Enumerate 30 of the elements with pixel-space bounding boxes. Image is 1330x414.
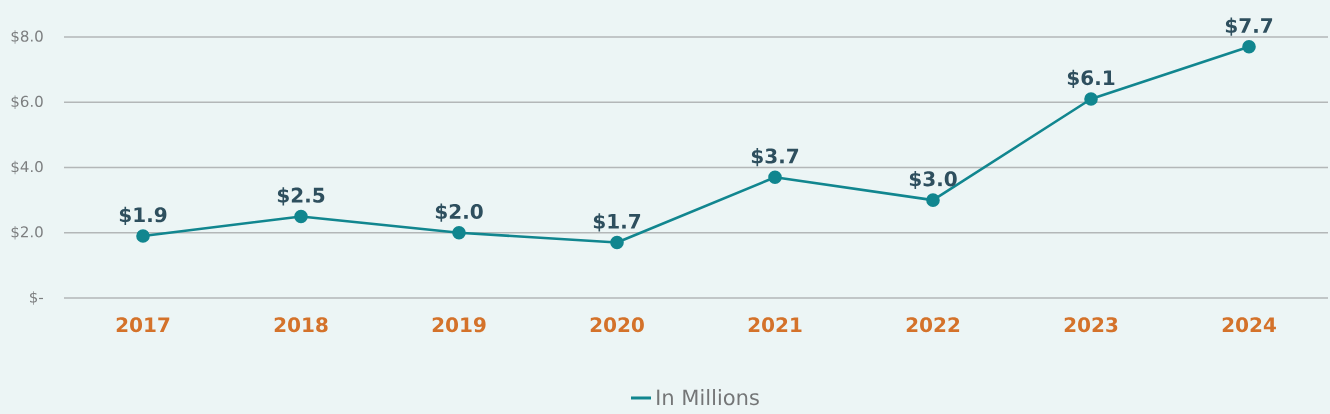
data-label: $2.0	[435, 203, 483, 222]
point	[1084, 92, 1098, 106]
data-label: $2.5	[277, 187, 325, 206]
data-label: $6.1	[1067, 69, 1115, 88]
y-tick-label: $8.0	[11, 30, 43, 44]
x-tick-label: 2020	[590, 317, 644, 333]
legend-label: In Millions	[657, 389, 759, 406]
y-tick-label: $4.0	[11, 160, 43, 175]
x-tick-label: 2018	[274, 317, 328, 333]
x-tick-label: 2023	[1064, 317, 1118, 333]
point	[926, 193, 940, 207]
x-tick-label: 2021	[748, 317, 802, 333]
data-label: $7.7	[1225, 17, 1273, 36]
data-label: $3.7	[751, 148, 799, 167]
data-label: $1.9	[119, 206, 167, 225]
x-tick-label: 2019	[432, 317, 486, 333]
point	[610, 235, 624, 250]
point	[452, 225, 466, 240]
y-tick-label: $6.0	[11, 95, 43, 110]
y-tick-label: $-	[30, 291, 43, 305]
data-label: $1.7	[593, 213, 641, 232]
x-tick-label: 2017	[116, 317, 170, 333]
point	[1242, 40, 1256, 54]
data-label: $3.0	[909, 170, 957, 190]
point	[294, 209, 308, 224]
point	[768, 170, 782, 185]
x-tick-label: 2022	[906, 317, 960, 333]
point	[136, 229, 150, 243]
y-tick-label: $2.0	[11, 225, 43, 240]
x-tick-label: 2024	[1222, 317, 1276, 333]
